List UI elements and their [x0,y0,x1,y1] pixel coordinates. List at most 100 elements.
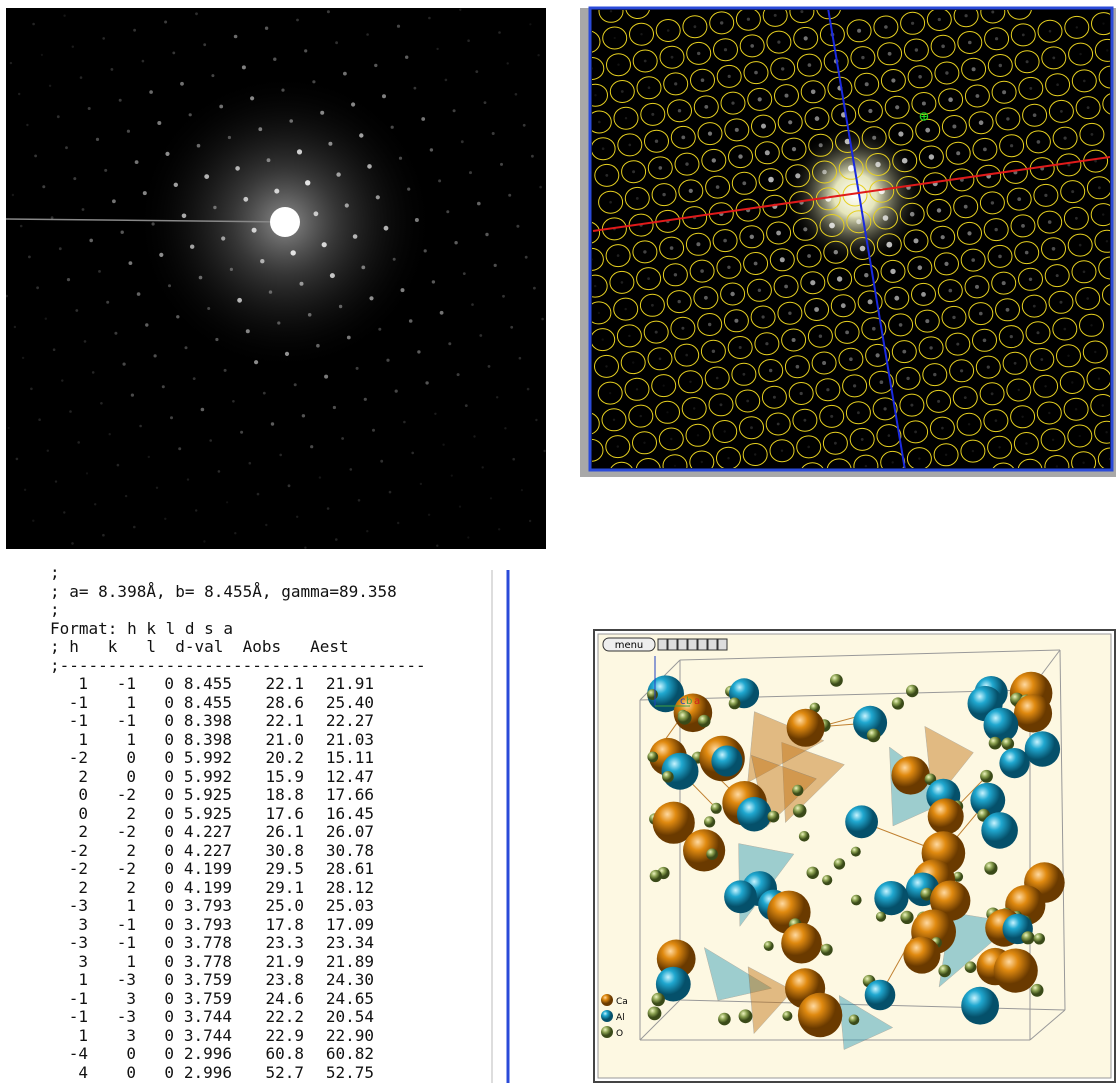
spot [397,522,399,524]
spot [228,136,231,139]
atom [799,831,810,842]
atom [891,756,929,794]
spot [865,465,867,467]
spot [727,266,730,269]
spot [1048,220,1052,224]
spot [1083,271,1086,274]
table-row: 2-204.22726.126.07 [50,823,490,842]
spot [1029,87,1032,90]
spot [648,86,651,89]
spot [488,365,491,368]
reflection-table: ;; a= 8.398Å, b= 8.455Å, gamma=89.358;Fo… [50,564,490,1083]
spot [613,419,615,421]
spot [1022,34,1025,37]
atom [903,937,940,974]
table-cell: -1 [69,694,88,713]
spot [849,357,853,361]
table-cell: -1 [117,712,136,731]
spot [26,124,28,126]
tool-button[interactable] [688,639,697,650]
spot [243,197,248,202]
table-cell: 15.9 [265,768,304,787]
spot [300,282,304,286]
separator: ;-------------------------------------- [50,657,490,676]
table-cell: 0 [164,1008,174,1027]
spot [438,179,441,182]
spot [119,99,122,102]
spot [892,461,894,463]
spot [617,63,619,65]
spot [203,540,205,542]
spot [689,381,691,383]
legend-label: O [616,1029,623,1039]
table-cell: 21.9 [265,953,304,972]
spot [898,131,903,136]
spot [395,390,398,393]
spot [906,377,909,380]
tool-button[interactable] [658,639,667,650]
table-cell: 8.455 [184,675,232,694]
spot [1002,281,1006,285]
table-cell: 2 [126,842,136,861]
tool-button[interactable] [668,639,677,650]
table-cell: 1 [126,953,136,972]
spot [1014,362,1017,365]
spot [956,343,959,346]
axis-label: a [694,696,700,707]
spot [1033,305,1036,308]
spot [1006,308,1010,312]
spot [1091,133,1094,136]
table-cell: 2 [78,823,88,842]
spot [888,434,891,437]
table-cell: -2 [117,860,136,879]
spot [22,357,24,359]
tool-button[interactable] [698,639,707,650]
tool-button[interactable] [718,639,727,650]
spot [543,450,545,452]
spot [498,31,501,34]
table-cell: 1 [126,694,136,713]
tool-button[interactable] [678,639,687,650]
spot [294,383,297,386]
spot [88,107,91,110]
spot [808,63,812,67]
spot [274,189,279,194]
spot [861,56,864,59]
spot [10,62,12,64]
atom [704,816,715,827]
spot [237,298,242,303]
table-cell: 21.0 [265,731,304,750]
spot [75,309,78,312]
spot [185,346,188,349]
spot [319,476,321,478]
spot [168,284,171,287]
table-cell: 3 [78,953,88,972]
tool-button[interactable] [708,639,717,650]
spot [535,419,537,421]
spot [1021,224,1025,228]
atom [999,748,1029,778]
spot [336,172,340,176]
table-cell: 22.27 [326,712,374,731]
spot [655,331,658,334]
spot [815,116,820,121]
spot [754,453,756,455]
spot [960,369,963,372]
table-cell: 2 [126,805,136,824]
spot [769,369,772,372]
spot [358,499,361,502]
spot [516,225,519,228]
table-cell: 5.925 [184,786,232,805]
spot [49,85,51,87]
table-row: 1108.39821.021.03 [50,731,490,750]
table-row: -1-303.74422.220.54 [50,1008,490,1027]
spot [189,113,192,116]
spot [359,133,363,137]
spot [944,262,948,266]
spot [187,478,189,480]
spot [345,203,349,207]
spot [857,411,860,414]
spot [884,407,887,410]
spot [59,247,62,250]
spot [289,119,293,123]
